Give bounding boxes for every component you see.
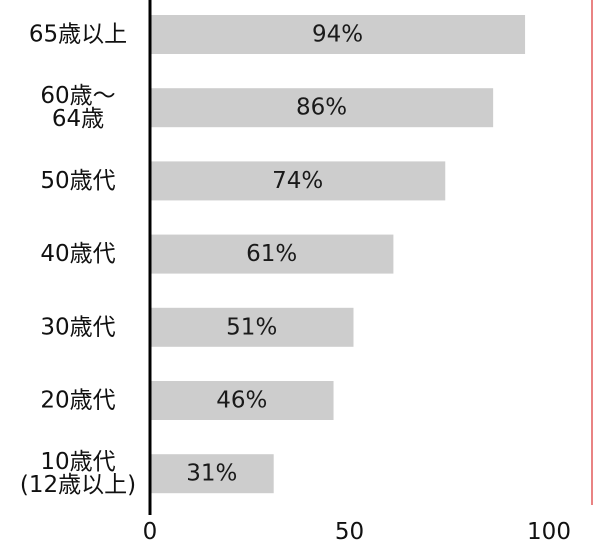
category-label-3: 40歳代 (40, 241, 115, 267)
value-label-5: 46% (216, 388, 267, 414)
bar-2 (150, 161, 446, 201)
x-tick-label-0: 0 (143, 519, 158, 545)
category-label-1-line-0: 60歳～ (40, 83, 115, 109)
value-label-0: 94% (312, 22, 363, 48)
category-label-4: 30歳代 (40, 314, 115, 340)
x-tick-labels-group: 0 50 100 (143, 519, 571, 545)
bars-group (150, 15, 526, 494)
category-label-5-line-0: 20歳代 (40, 388, 115, 414)
bar-3 (150, 234, 394, 274)
value-label-3: 61% (246, 241, 297, 267)
category-labels-group: 65歳以上 60歳～ 64歳 50歳代 40歳代 30歳代 20歳代 10歳代(12歳以上) (20, 22, 136, 499)
value-label-4: 51% (226, 314, 277, 340)
bar-0 (150, 15, 526, 54)
category-label-1-line-1: 64歳 (52, 106, 104, 132)
bar-5 (150, 381, 334, 420)
value-label-1: 86% (296, 95, 347, 121)
x-tick-label-2: 100 (527, 519, 571, 545)
category-label-6: 10歳代(12歳以上) (20, 449, 136, 498)
category-label-2: 50歳代 (40, 168, 115, 194)
category-label-0: 65歳以上 (29, 22, 127, 48)
bar-1 (150, 88, 494, 128)
category-label-0-line-0: 65歳以上 (29, 22, 127, 48)
category-label-3-line-0: 40歳代 (40, 241, 115, 267)
value-label-2: 74% (272, 168, 323, 194)
category-label-5: 20歳代 (40, 388, 115, 414)
category-label-6-line-1: (12歳以上) (20, 472, 136, 498)
category-label-4-line-0: 30歳代 (40, 314, 115, 340)
category-label-6-line-0: 10歳代 (40, 449, 115, 475)
value-label-6: 31% (186, 461, 237, 487)
value-labels-group: 94% 86% 74% 61% 51% 46% 31% (186, 22, 363, 487)
bar-4 (150, 307, 354, 347)
category-label-2-line-0: 50歳代 (40, 168, 115, 194)
category-label-1: 60歳～ 64歳 (40, 83, 115, 132)
x-tick-label-1: 50 (335, 519, 364, 545)
bar-6 (150, 454, 274, 494)
